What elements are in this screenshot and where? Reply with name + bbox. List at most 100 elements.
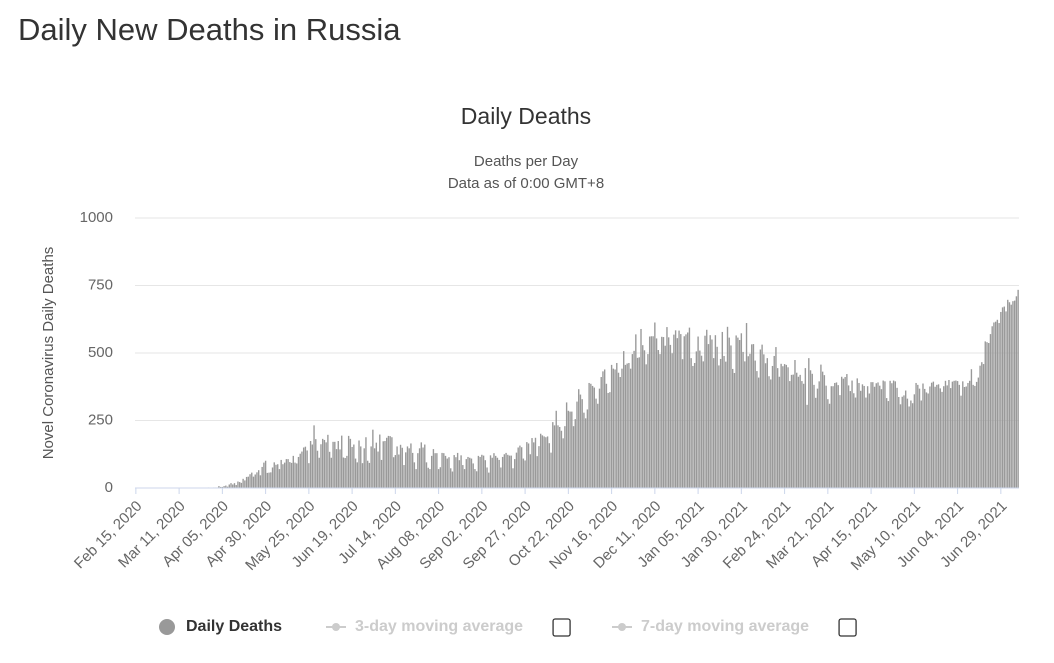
bar <box>1013 300 1016 488</box>
bar <box>1012 301 1014 488</box>
bar <box>695 351 698 488</box>
bar <box>311 444 314 488</box>
bar <box>740 333 743 488</box>
bar <box>482 455 485 488</box>
bar <box>948 380 950 488</box>
bar <box>638 357 640 488</box>
bar <box>434 453 436 488</box>
bar <box>519 445 521 488</box>
legend-label[interactable]: 7-day moving average <box>641 618 809 635</box>
bar <box>520 447 523 488</box>
bar <box>441 452 443 488</box>
bar <box>873 386 876 488</box>
bar <box>747 356 749 488</box>
bar <box>458 460 461 488</box>
bar <box>567 410 570 488</box>
legend-label[interactable]: Daily Deaths <box>186 618 282 635</box>
bar <box>446 458 448 488</box>
bar <box>642 345 644 488</box>
bar <box>405 452 407 488</box>
legend-marker <box>618 623 626 631</box>
bar <box>640 328 642 488</box>
bar <box>659 354 661 488</box>
bar <box>392 457 395 488</box>
bar <box>455 457 457 488</box>
bar <box>583 412 585 488</box>
bar <box>323 439 326 488</box>
bar <box>600 377 602 488</box>
y-tick-label: 250 <box>88 411 113 428</box>
bar <box>595 398 597 488</box>
bar <box>975 381 978 488</box>
legend-label[interactable]: 3-day moving average <box>355 618 523 635</box>
legend-checkbox[interactable] <box>838 618 857 637</box>
bar <box>825 385 827 488</box>
bar <box>776 368 779 488</box>
bar <box>527 443 530 488</box>
bar <box>259 475 262 488</box>
bar <box>924 388 926 488</box>
bar <box>662 337 665 488</box>
bar <box>643 350 646 488</box>
bar <box>830 386 832 488</box>
bar <box>699 350 701 488</box>
bar <box>977 377 980 488</box>
bar <box>941 391 943 488</box>
bar <box>880 389 883 488</box>
bar <box>811 373 813 488</box>
bar <box>318 457 320 488</box>
bar <box>752 344 755 488</box>
bar <box>578 389 580 488</box>
bar <box>252 476 255 488</box>
bar <box>432 449 435 488</box>
bar <box>543 436 545 488</box>
bar <box>529 454 531 488</box>
bar <box>411 452 414 488</box>
bar <box>297 456 300 488</box>
bar <box>462 465 464 488</box>
bar <box>361 463 364 488</box>
bar <box>963 387 966 488</box>
bar <box>512 468 514 488</box>
bar <box>308 463 310 488</box>
bar <box>467 456 469 488</box>
bar <box>892 380 895 488</box>
bar <box>398 454 400 488</box>
bar <box>998 323 1000 488</box>
bar <box>339 449 341 488</box>
bar <box>693 362 696 488</box>
bar <box>591 385 594 488</box>
bar <box>341 435 343 488</box>
bar <box>712 358 715 488</box>
bar <box>489 455 492 488</box>
bar <box>918 388 921 488</box>
bar <box>522 458 525 488</box>
bar <box>439 467 442 488</box>
bar <box>358 440 360 488</box>
bar <box>469 457 471 488</box>
bar <box>349 438 352 488</box>
bar <box>363 448 365 488</box>
bar <box>683 336 685 488</box>
bar <box>546 436 549 488</box>
bar <box>564 426 566 488</box>
bar <box>598 388 601 488</box>
bar <box>495 455 497 488</box>
bar <box>799 374 801 488</box>
bar <box>688 327 691 488</box>
bar <box>725 361 727 488</box>
bar <box>654 322 656 488</box>
bar <box>835 382 838 488</box>
bar <box>425 462 428 488</box>
bar <box>515 452 518 488</box>
bar <box>648 336 651 488</box>
bar <box>560 430 563 488</box>
bar <box>313 425 315 488</box>
legend-checkbox[interactable] <box>552 618 571 637</box>
bar <box>1000 311 1002 488</box>
bar <box>949 388 952 488</box>
bar <box>382 441 384 488</box>
bar <box>624 364 627 488</box>
bar <box>868 393 871 488</box>
legend-marker <box>159 619 175 635</box>
